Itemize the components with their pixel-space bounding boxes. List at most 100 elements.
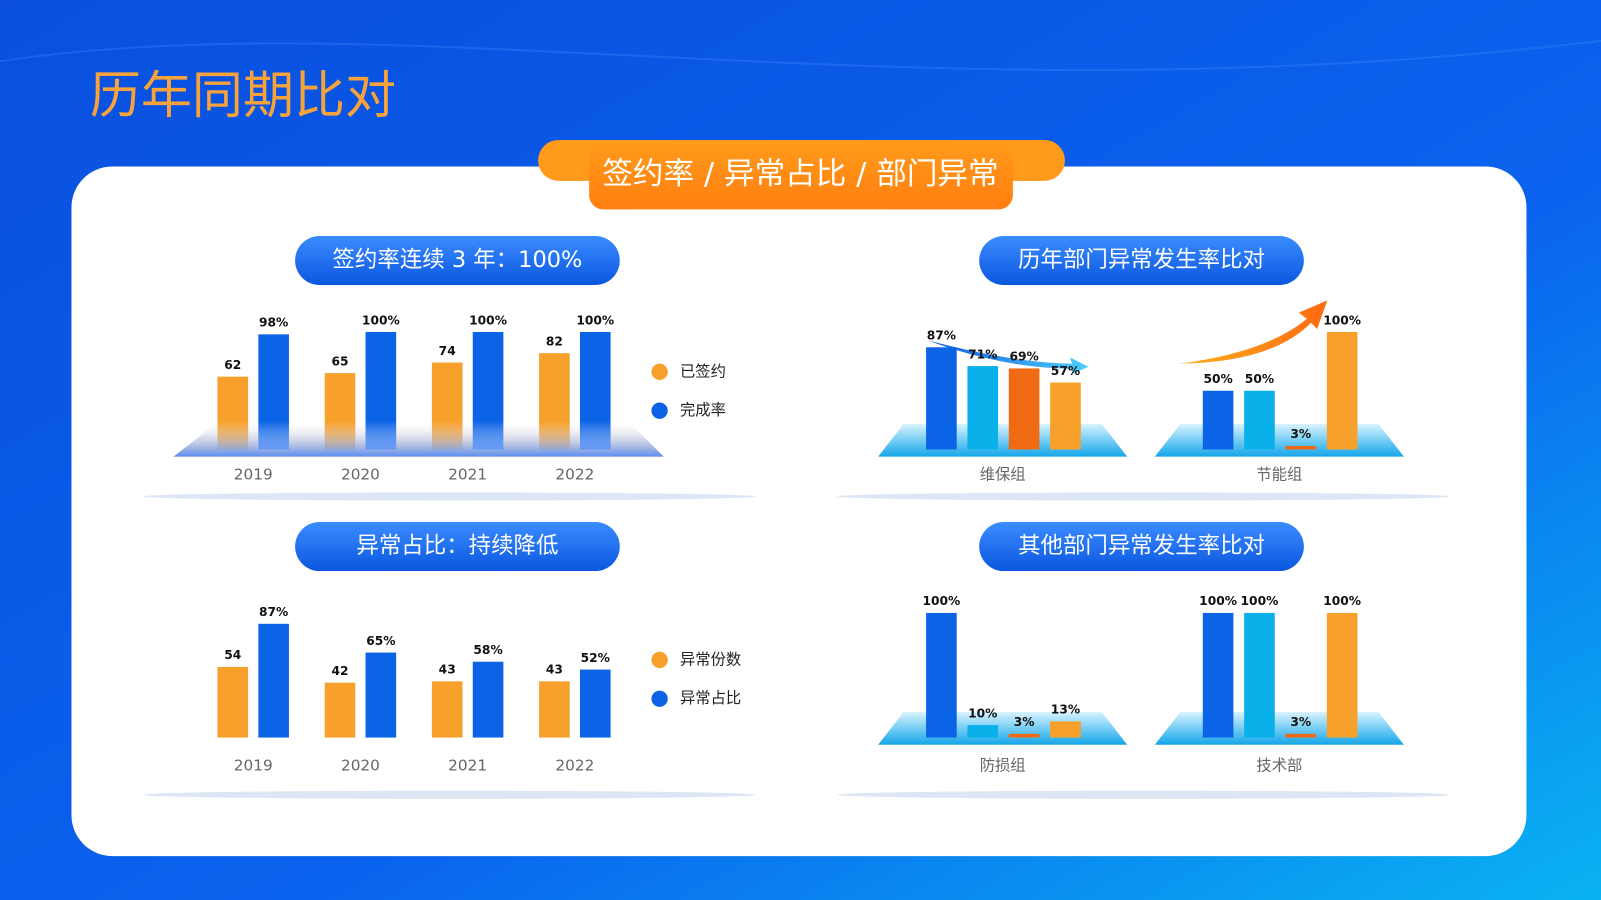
legend-label: 已签约 bbox=[680, 362, 726, 380]
x-tick-label: 2019 bbox=[234, 466, 273, 484]
x-tick-label: 2019 bbox=[234, 757, 273, 775]
bar bbox=[926, 347, 957, 450]
x-tick-label: 2021 bbox=[448, 757, 487, 775]
shadow bbox=[142, 492, 756, 501]
value-label: 54 bbox=[224, 648, 241, 662]
bar bbox=[1050, 721, 1081, 738]
value-label: 71% bbox=[968, 347, 997, 361]
title-pill bbox=[295, 235, 620, 286]
x-tick-label: 维保组 bbox=[980, 466, 1026, 484]
x-tick-label: 2020 bbox=[341, 466, 380, 484]
banner bbox=[589, 143, 1013, 210]
x-tick-label: 2022 bbox=[555, 466, 594, 484]
bar bbox=[926, 612, 957, 738]
value-label: 43 bbox=[546, 663, 563, 677]
platform bbox=[1154, 423, 1404, 457]
x-tick-label: 技术部 bbox=[1256, 757, 1302, 775]
legend-label: 异常份数 bbox=[680, 650, 741, 668]
legend-label: 异常占比 bbox=[680, 689, 741, 707]
x-tick-label: 节能组 bbox=[1256, 466, 1302, 484]
value-label: 100% bbox=[922, 594, 960, 608]
bar bbox=[1285, 733, 1317, 738]
bar bbox=[539, 681, 570, 738]
page-title: 历年同期比对 bbox=[90, 67, 396, 126]
bar bbox=[1008, 368, 1040, 450]
decor-wave bbox=[0, 39, 1601, 72]
value-label: 3% bbox=[1014, 715, 1035, 729]
card bbox=[71, 166, 1527, 857]
bar bbox=[365, 652, 397, 738]
bar bbox=[1244, 612, 1275, 738]
value-label: 65% bbox=[366, 634, 395, 648]
shadow bbox=[837, 492, 1450, 501]
value-label: 100% bbox=[1199, 594, 1237, 608]
shadow bbox=[142, 790, 756, 799]
bar bbox=[1326, 612, 1358, 738]
legend-marker bbox=[651, 402, 668, 419]
platform bbox=[1154, 712, 1404, 745]
bar bbox=[579, 669, 611, 738]
value-label: 50% bbox=[1245, 372, 1274, 386]
legend-marker bbox=[651, 690, 668, 707]
x-tick-label: 2021 bbox=[448, 466, 487, 484]
value-label: 52% bbox=[581, 651, 610, 665]
legend-marker bbox=[651, 651, 668, 669]
chart-title: 其他部门异常发生率比对 bbox=[1018, 533, 1265, 559]
legend-marker bbox=[651, 363, 668, 381]
value-label: 98% bbox=[259, 316, 288, 330]
bar bbox=[1326, 332, 1358, 450]
value-label: 57% bbox=[1051, 364, 1080, 378]
bar bbox=[1244, 390, 1275, 450]
title-pill bbox=[979, 235, 1304, 286]
x-tick-label: 2022 bbox=[555, 757, 594, 775]
bar bbox=[1008, 733, 1040, 738]
chart-title: 历年部门异常发生率比对 bbox=[1018, 247, 1265, 273]
value-label: 74 bbox=[439, 344, 456, 358]
value-label: 100% bbox=[469, 313, 507, 327]
value-label: 62 bbox=[224, 358, 241, 372]
platform bbox=[878, 712, 1128, 745]
value-label: 100% bbox=[576, 313, 614, 327]
chart-title: 签约率连续 3 年：100% bbox=[332, 247, 582, 273]
value-label: 13% bbox=[1051, 703, 1080, 717]
chart-title: 异常占比：持续降低 bbox=[356, 533, 558, 559]
bar bbox=[1050, 382, 1081, 450]
x-tick-label: 防损组 bbox=[980, 757, 1026, 775]
value-label: 65 bbox=[331, 354, 348, 368]
value-label: 3% bbox=[1290, 715, 1311, 729]
shadow bbox=[837, 790, 1450, 799]
x-tick-label: 2020 bbox=[341, 757, 380, 775]
value-label: 10% bbox=[968, 706, 997, 720]
value-label: 82 bbox=[546, 334, 563, 348]
bar bbox=[1285, 445, 1317, 450]
bar bbox=[472, 661, 504, 738]
banner-text: 签约率 / 异常占比 / 部门异常 bbox=[602, 157, 998, 192]
value-label: 87% bbox=[259, 605, 288, 619]
trend-arrow bbox=[1179, 300, 1328, 364]
title-pill bbox=[295, 522, 620, 572]
bar bbox=[1202, 612, 1234, 738]
value-label: 50% bbox=[1203, 372, 1232, 386]
title-pill bbox=[979, 522, 1304, 572]
value-label: 100% bbox=[1323, 313, 1361, 327]
bar bbox=[431, 681, 463, 738]
legend-label: 完成率 bbox=[680, 401, 726, 419]
platform bbox=[878, 423, 1128, 457]
bar bbox=[217, 666, 249, 738]
value-label: 100% bbox=[362, 313, 400, 327]
value-label: 69% bbox=[1009, 350, 1038, 364]
bar bbox=[1202, 390, 1234, 450]
value-label: 42 bbox=[331, 664, 348, 678]
value-label: 58% bbox=[473, 643, 502, 657]
value-label: 100% bbox=[1323, 594, 1361, 608]
bar bbox=[258, 623, 289, 738]
bar bbox=[967, 366, 999, 450]
value-label: 43 bbox=[439, 663, 456, 677]
trend-arrow bbox=[927, 340, 1089, 374]
value-label: 87% bbox=[927, 329, 956, 343]
bar bbox=[324, 682, 356, 738]
value-label: 100% bbox=[1241, 594, 1279, 608]
platform bbox=[173, 420, 664, 457]
